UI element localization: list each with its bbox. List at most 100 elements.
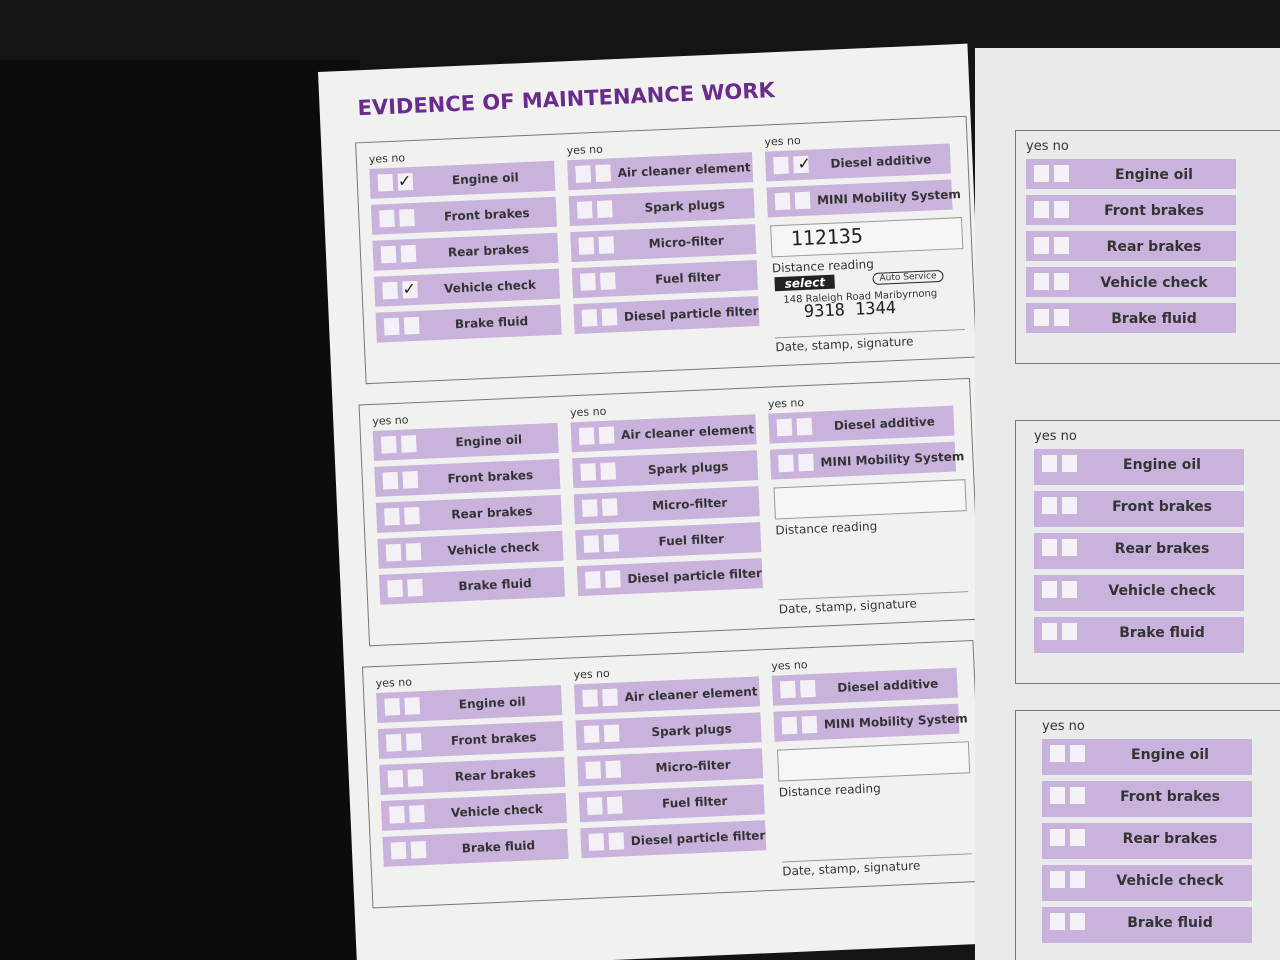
no-box xyxy=(404,507,420,525)
check-mark: ✓ xyxy=(797,153,812,174)
distance-label: Distance reading xyxy=(771,256,875,276)
item-label: Rear brakes xyxy=(1106,239,1202,255)
no-box xyxy=(400,435,417,453)
no-box xyxy=(1054,237,1069,254)
yes-box xyxy=(578,237,595,255)
yes-box xyxy=(576,201,593,219)
item-label: Diesel additive xyxy=(837,676,939,695)
item-label: Micro-filter xyxy=(648,233,725,251)
no-box xyxy=(603,534,620,552)
item-label: Rear brakes xyxy=(454,766,537,784)
no-box xyxy=(601,498,618,517)
yes-box xyxy=(382,471,399,490)
checklist-item: Brake fluid xyxy=(1026,303,1236,333)
yes-box xyxy=(774,192,791,211)
yes-box xyxy=(379,209,395,228)
yes-box xyxy=(389,805,405,824)
yes-box xyxy=(578,427,595,445)
no-box xyxy=(598,426,615,445)
item-label: Diesel additive xyxy=(830,152,932,171)
distance-label: Distance reading xyxy=(775,519,878,538)
checklist-item: Engine oil xyxy=(1042,739,1252,775)
check-mark: ✓ xyxy=(402,278,417,299)
yes-box xyxy=(588,833,605,851)
item-label: Spark plugs xyxy=(644,197,726,215)
checklist-column: yes no Diesel additive MINI Mobility Syste… xyxy=(768,390,965,486)
yes-box xyxy=(583,535,600,553)
item-label: MINI Mobility System xyxy=(820,449,965,470)
maintenance-section: yes no Engine oil Front brakes Rear brakes V… xyxy=(1015,710,1280,960)
checklist-item: Rear brakes xyxy=(372,232,559,271)
no-box xyxy=(605,760,622,779)
no-box xyxy=(605,570,621,588)
checklist-item: Micro-filter xyxy=(577,748,764,787)
maintenance-section: yes no Engine oil Front brakes Rear brakes V… xyxy=(358,377,981,647)
checklist-item: Rear brakes xyxy=(375,494,562,533)
checklist-item: Fuel filter xyxy=(571,260,758,299)
no-box xyxy=(601,308,618,326)
left-page: EVIDENCE OF MAINTENANCE WORK yes no Engin… xyxy=(318,43,1007,960)
no-box xyxy=(400,244,417,263)
yes-box xyxy=(580,273,596,291)
item-label: MINI Mobility System xyxy=(816,187,962,208)
maintenance-section: yes no Engine oil Front brakes Rear brakes V… xyxy=(1015,420,1280,684)
check-mark: ✓ xyxy=(397,171,412,191)
item-label: Engine oil xyxy=(455,432,523,450)
checklist-column: yes no Air cleaner element Spark plugs Micr… xyxy=(570,398,763,602)
item-label: Engine oil xyxy=(1115,167,1193,183)
item-label: Brake fluid xyxy=(1127,915,1213,931)
item-label: Micro-filter xyxy=(651,495,728,513)
checklist-column: yes no Engine oil Front brakes Rear brakes V… xyxy=(1034,429,1244,659)
yes-box xyxy=(380,435,397,454)
item-label: Engine oil xyxy=(1123,457,1201,473)
checklist-item: Front brakes xyxy=(1034,491,1244,527)
item-label: Brake fluid xyxy=(461,838,536,856)
no-box xyxy=(800,679,816,698)
yes-box xyxy=(387,579,403,598)
checklist-column: yes no Engine oil Front brakes Rear brakes V… xyxy=(372,407,566,611)
yes-box xyxy=(582,689,598,708)
no-box xyxy=(798,453,814,472)
no-box xyxy=(1054,165,1069,182)
checklist-item: Front brakes xyxy=(370,196,557,235)
maintenance-section: yes no Engine oil Front brakes Rear brakes V… xyxy=(355,115,978,385)
no-box xyxy=(1062,497,1077,514)
yes-box xyxy=(1042,623,1057,640)
yes-box xyxy=(385,734,402,752)
yes-box xyxy=(384,698,401,716)
checklist-item: Front brakes xyxy=(1026,195,1236,225)
stamp-phone: 9318 1344 xyxy=(803,298,897,323)
checklist-column: yes no Air cleaner element Spark plugs Micr… xyxy=(573,660,767,864)
distance-field xyxy=(776,741,971,782)
yes-box xyxy=(390,841,407,860)
checklist-item: Spark plugs xyxy=(572,450,759,489)
no-box xyxy=(410,841,427,859)
yes-box xyxy=(581,309,598,327)
checklist-column: yes no Engine oil Front brakes Rear brakes V… xyxy=(1026,139,1236,339)
yes-box xyxy=(781,716,798,735)
item-label: Vehicle check xyxy=(1116,873,1224,889)
yes-box xyxy=(583,725,600,744)
item-label: Brake fluid xyxy=(454,314,529,332)
no-box xyxy=(1062,539,1077,556)
yes-box xyxy=(384,507,400,526)
no-box xyxy=(407,769,424,787)
checklist-item: Brake fluid xyxy=(382,828,569,867)
yes-box xyxy=(1042,581,1057,598)
no-box xyxy=(399,208,415,227)
item-label: Brake fluid xyxy=(1119,625,1205,641)
no-box xyxy=(600,462,617,481)
item-label: Vehicle check xyxy=(1108,583,1216,599)
item-label: Fuel filter xyxy=(661,793,728,811)
yes-box xyxy=(1050,787,1065,804)
item-label: Front brakes xyxy=(447,468,534,486)
checklist-item: Vehicle check xyxy=(380,792,567,831)
date-label: Date, stamp, signature xyxy=(781,853,973,879)
item-label: Engine oil xyxy=(451,170,519,188)
no-box xyxy=(596,200,613,218)
item-label: Diesel particle filter xyxy=(627,566,763,586)
no-box xyxy=(1070,871,1085,888)
yes-box xyxy=(778,454,794,473)
maintenance-section: yes no Engine oil Front brakes Rear brakes V… xyxy=(361,639,984,909)
